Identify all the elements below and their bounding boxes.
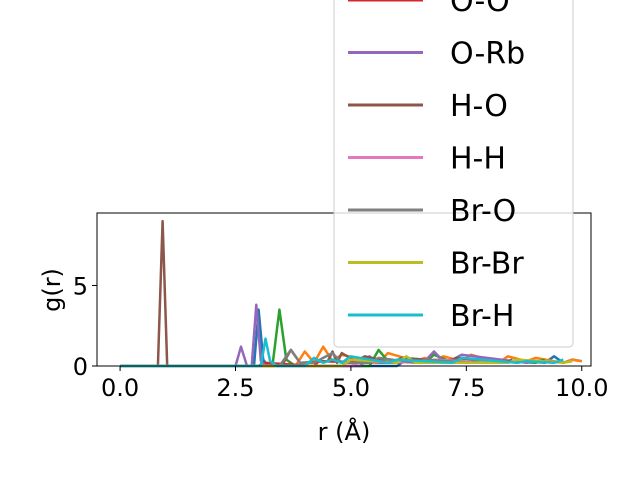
legend-label: Br-Br xyxy=(450,247,524,282)
x-tick-label: 10.0 xyxy=(555,374,608,402)
x-axis-ticks: 0.0 2.5 5.0 7.5 10.0 xyxy=(101,366,608,402)
y-tick-label: 5 xyxy=(73,272,88,300)
y-axis-label: g(r) xyxy=(38,268,66,312)
legend-box xyxy=(333,0,574,348)
legend-label: H-O xyxy=(450,89,508,124)
legend-label: O-O xyxy=(450,0,510,19)
y-axis-ticks: 05 xyxy=(73,272,97,381)
legend-label: H-H xyxy=(450,142,506,177)
x-axis-label: r (Å) xyxy=(318,417,371,446)
legend-label: O-Rb xyxy=(450,37,525,72)
x-tick-label: 7.5 xyxy=(447,374,485,402)
x-tick-label: 2.5 xyxy=(216,374,254,402)
y-tick-label: 0 xyxy=(73,353,88,381)
x-tick-label: 0.0 xyxy=(101,374,139,402)
legend: O-O O-Rb H-O H-H Br-O Br-Br Br-H xyxy=(333,0,574,348)
legend-label: Br-H xyxy=(450,299,514,334)
x-tick-label: 5.0 xyxy=(332,374,370,402)
series-line-9 xyxy=(120,337,564,368)
legend-label: Br-O xyxy=(450,194,516,229)
